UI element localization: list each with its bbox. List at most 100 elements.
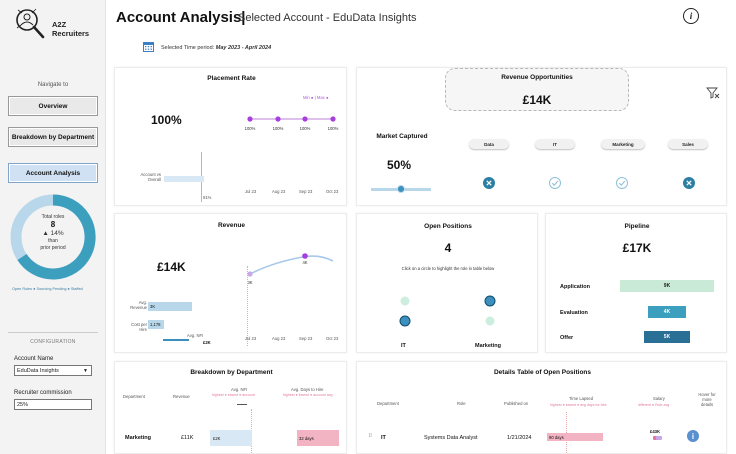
cost-line1: Cost per xyxy=(131,322,147,327)
info-icon[interactable]: i xyxy=(683,8,699,24)
revenue-month-4: Oct 23 xyxy=(326,336,339,341)
placement-label-3: 100% xyxy=(300,126,311,131)
x-circle-icon xyxy=(683,177,695,189)
details-row-salary: £43K xyxy=(650,429,661,434)
open-positions-dots xyxy=(399,295,496,327)
breakdown-header-dept: Department xyxy=(123,394,145,399)
pipeline-card: Pipeline £17K Application 9K Evaluation … xyxy=(545,213,727,353)
revenue-point-label-2: 4K xyxy=(302,260,307,265)
configuration-label: CONFIGURATION xyxy=(30,339,76,345)
details-title: Details Table of Open Positions xyxy=(493,369,592,376)
nav-breakdown-button[interactable]: Breakdown by Department xyxy=(8,127,98,147)
placement-label-2: 100% xyxy=(273,126,284,131)
details-header-role: Role xyxy=(457,401,466,406)
avg-revenue-bar xyxy=(148,302,192,311)
dept-pill-marketing[interactable]: Marketing xyxy=(601,139,645,149)
legend-max: Max xyxy=(316,95,325,100)
details-header-salary: Salary xyxy=(653,396,665,401)
open-positions-marketing-label: Marketing xyxy=(475,343,501,349)
check-circle-icon xyxy=(616,177,628,189)
filter-clear-icon[interactable] xyxy=(706,87,720,99)
details-row-time: 90 days xyxy=(549,435,564,440)
donut-legend: Open Roles ● Sourcing Pending ● Staffed xyxy=(12,287,83,291)
details-row-time-bar xyxy=(547,433,603,441)
position-dot[interactable] xyxy=(485,316,495,326)
position-dot[interactable] xyxy=(400,296,410,306)
cost-per-hire-value: 1,178 xyxy=(150,322,161,327)
pipeline-bar-offer[interactable]: 5K xyxy=(644,331,690,343)
time-period: Selected Time period: May 2023 - April 2… xyxy=(161,45,271,51)
revenue-month-2: Aug 23 xyxy=(272,336,286,341)
open-positions-title: Open Positions xyxy=(424,223,472,230)
placement-title: Placement Rate xyxy=(207,75,256,82)
details-salary-legend: different ● Role avg xyxy=(638,403,670,407)
nav-overview-button[interactable]: Overview xyxy=(8,96,98,116)
breakdown-row-days-bar xyxy=(297,430,339,446)
pipeline-bar-application[interactable]: 9K xyxy=(620,280,714,292)
revenue-point-1 xyxy=(247,271,253,277)
donut-value: 8 xyxy=(50,220,56,230)
sidebar: A2Z Recruiters Navigate to Overview Brea… xyxy=(0,0,106,454)
position-dot[interactable] xyxy=(399,315,411,327)
page-subtitle: Selected Account - EduData Insights xyxy=(238,12,417,24)
navigate-label: Navigate to xyxy=(37,82,69,88)
avg-nfi-value: £2K xyxy=(203,340,211,345)
avg-revenue-label: Avg. Revenue xyxy=(125,300,147,310)
svg-text:i: i xyxy=(692,432,694,441)
hover-line3: details xyxy=(700,402,714,407)
donut-label: Total roles xyxy=(41,214,65,220)
vs-label-line2: Overall xyxy=(147,177,161,182)
details-row-role: Systems Data Analyst xyxy=(424,435,478,441)
dept-pill-data[interactable]: Data xyxy=(469,139,509,149)
market-slider-handle[interactable] xyxy=(397,185,405,193)
donut-prior: prior period xyxy=(40,244,66,251)
revenue-card: Revenue £14K 3K 4K Avg. Revenue 3K Cost p… xyxy=(114,213,347,353)
cost-per-hire-bar xyxy=(148,320,164,329)
dept-pill-sales[interactable]: Sales xyxy=(668,139,708,149)
details-time-legend: highest ● lowest ● avg days for hire xyxy=(550,403,607,407)
avg-nfi-bar xyxy=(163,339,189,341)
pipeline-bar-evaluation[interactable]: 4K xyxy=(648,306,686,318)
row-drag-handle-icon[interactable]: ⁞⁞ xyxy=(369,433,372,439)
open-positions-hint: Click on a circle to highlight the role … xyxy=(401,266,495,271)
placement-point-1 xyxy=(247,116,253,122)
chevron-down-icon: ▼ xyxy=(83,368,88,374)
placement-label-4: 100% xyxy=(328,126,339,131)
commission-input[interactable]: 25% xyxy=(14,399,92,410)
breakdown-title: Breakdown by Department xyxy=(190,369,273,376)
placement-point-2 xyxy=(275,116,281,122)
revenue-opps-kpi: £14K xyxy=(522,93,552,107)
revenue-point-label-1: 3K xyxy=(247,280,252,285)
info-circle-icon[interactable]: i xyxy=(687,430,699,442)
avg-revenue-line2: Revenue xyxy=(130,305,147,310)
position-dot[interactable] xyxy=(484,295,496,307)
commission-label: Recruiter commission xyxy=(14,390,72,396)
account-name-select[interactable]: EduData Insights ▼ xyxy=(14,365,92,376)
period-value: May 2023 - April 2024 xyxy=(215,45,272,51)
avg-revenue-value: 3K xyxy=(150,304,156,309)
account-name-label: Account Name xyxy=(14,356,54,362)
revenue-month-1: Jul 23 xyxy=(245,336,257,341)
avg-revenue-line1: Avg. xyxy=(138,300,147,305)
hover-line2: more xyxy=(702,397,712,402)
donut-center: Total roles 8 ▲ 14% than prior period xyxy=(8,214,98,251)
breakdown-nfi-marker xyxy=(237,404,247,405)
breakdown-nfi-legend: highest ● lowest ● account xyxy=(212,393,255,397)
salary-marker xyxy=(656,436,662,440)
open-positions-kpi: 4 xyxy=(444,241,452,255)
pipeline-stage-label: Application xyxy=(560,284,590,290)
pipeline-stage-label: Evaluation xyxy=(560,310,588,316)
period-label: Selected Time period: xyxy=(161,45,216,51)
vs-value: 91% xyxy=(203,195,212,200)
pipeline-stage-label: Offer xyxy=(560,335,574,341)
nav-account-analysis-button[interactable]: Account Analysis xyxy=(8,163,98,183)
pipeline-kpi: £17K xyxy=(622,241,652,255)
placement-kpi: 100% xyxy=(151,113,182,127)
details-header-hover: Hover for more details xyxy=(693,392,721,407)
breakdown-row-dept: Marketing xyxy=(125,435,151,441)
dept-pill-it[interactable]: IT xyxy=(535,139,575,149)
details-table-card: Details Table of Open Positions Departme… xyxy=(356,361,727,454)
avg-nfi-label: Avg. NFI xyxy=(187,333,204,338)
breakdown-days-legend: highest ● lowest ● account avg xyxy=(283,393,333,397)
revenue-opportunities-card: Revenue Opportunities £14K Market Captur… xyxy=(356,67,727,206)
